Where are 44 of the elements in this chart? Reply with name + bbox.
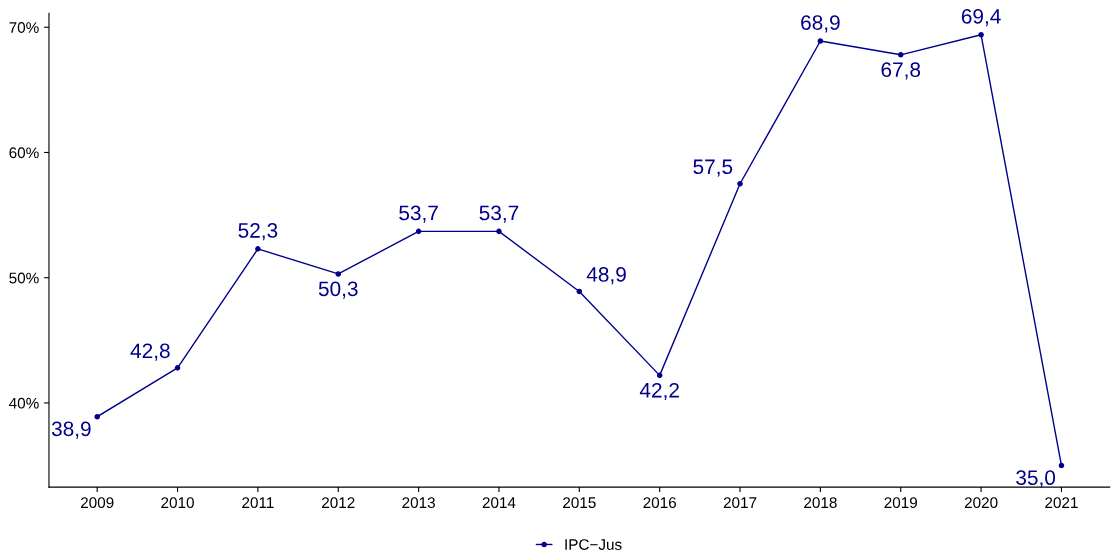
point	[897, 52, 904, 58]
point	[335, 271, 342, 277]
x-tick-label: 2019	[884, 497, 918, 509]
y-tick-label: 50%	[9, 272, 39, 284]
data-label: 42,8	[130, 343, 170, 361]
point	[94, 413, 100, 420]
x-tick-label: 2012	[322, 497, 355, 509]
x-tick-label: 2009	[80, 497, 114, 509]
data-label: 42,2	[639, 382, 679, 401]
point	[174, 365, 181, 371]
point	[656, 372, 663, 379]
data-label: 35,0	[1016, 470, 1056, 488]
x-tick-label: 2010	[161, 497, 194, 509]
data-label: 57,5	[693, 159, 733, 177]
legend-label: IPC−Jus	[565, 539, 622, 550]
point	[817, 38, 824, 44]
data-label: 48,9	[586, 267, 626, 285]
x-tick-label: 2021	[1045, 497, 1078, 509]
x-tick-label: 2016	[643, 497, 676, 509]
data-label: 53,7	[479, 205, 519, 223]
data-label: 38,9	[51, 421, 91, 439]
y-tick-label: 70%	[9, 22, 39, 33]
x-tick-label: 2011	[242, 497, 274, 509]
data-label: 52,3	[238, 223, 278, 241]
x-tick-label: 2013	[402, 497, 435, 509]
point	[1058, 462, 1065, 469]
x-tick-label: 2014	[482, 497, 516, 509]
point	[576, 288, 583, 295]
data-label: 53,7	[399, 205, 438, 223]
point	[737, 181, 743, 187]
x-tick-label: 2015	[563, 497, 596, 509]
x-tick-label: 2018	[804, 497, 837, 509]
point	[978, 31, 984, 38]
data-label: 69,4	[961, 8, 1001, 27]
x-tick-label: 2020	[964, 497, 998, 509]
point	[496, 228, 502, 235]
point	[255, 246, 261, 252]
data-label: 67,8	[881, 62, 921, 80]
y-tick-label: 60%	[9, 147, 39, 159]
x-tick-label: 2017	[723, 497, 757, 509]
y-tick-label: 40%	[9, 397, 39, 409]
data-label: 50,3	[318, 281, 358, 299]
data-label: 68,9	[801, 15, 840, 33]
point	[415, 228, 422, 235]
